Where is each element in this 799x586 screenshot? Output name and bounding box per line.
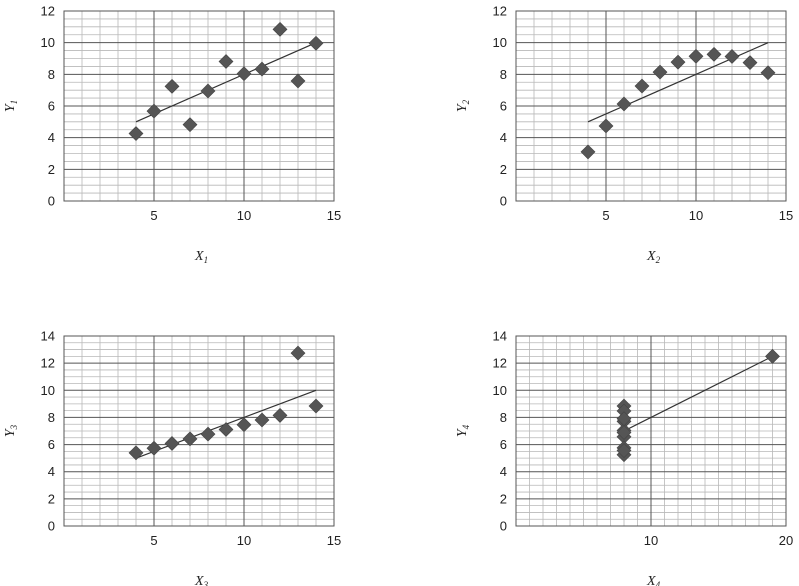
scatter-panel-3: 0 2 4 6 8 10 12 14 5 10 15 X3 Y3: [3, 329, 341, 586]
y-tick-label: 14: [493, 329, 507, 344]
data-point: [634, 78, 650, 94]
x-tick-label: 10: [237, 533, 251, 548]
x-tick-label: 10: [237, 208, 251, 223]
data-point: [218, 422, 234, 437]
y-tick-label: 8: [48, 410, 55, 425]
plot-frame: [63, 335, 335, 527]
y-tick-label: 4: [500, 464, 507, 479]
data-point: [724, 49, 740, 64]
x-tick-label: 20: [779, 533, 793, 548]
data-point: [616, 443, 632, 458]
x-axis-label: X1: [194, 249, 208, 265]
scatter-panel-1: 0 2 4 6 8 10 12 5 10 15 X1 Y1: [3, 4, 341, 266]
x-axis-label: X3: [194, 574, 209, 586]
y-tick-label: 10: [493, 383, 507, 398]
data-point: [146, 103, 162, 119]
y-tick-label: 8: [500, 67, 507, 82]
x-tick-label: 5: [150, 208, 157, 223]
y-tick-label: 2: [500, 162, 507, 177]
x-axis-label: X2: [646, 249, 661, 265]
data-point: [200, 83, 216, 99]
data-point: [290, 73, 306, 89]
y-tick-label: 10: [41, 35, 55, 50]
plot-frame: [515, 10, 787, 202]
data-point: [652, 64, 668, 80]
data-point: [688, 48, 704, 64]
data-point: [598, 118, 614, 134]
y-tick-label: 8: [500, 410, 507, 425]
y-tick-label: 0: [48, 519, 55, 534]
scatter-panel-4: 0 2 4 6 8 10 12 14 10 20 X4 Y4: [455, 329, 793, 586]
y-tick-label: 6: [48, 437, 55, 452]
data-point: [272, 407, 288, 423]
y-tick-label: 12: [41, 4, 55, 19]
data-point: [765, 348, 780, 364]
y-tick-label: 8: [48, 67, 55, 82]
x-axis-label: X4: [646, 574, 661, 586]
y-tick-label: 0: [48, 194, 55, 209]
data-point: [236, 417, 252, 433]
y-tick-label: 10: [41, 383, 55, 398]
data-point: [706, 46, 722, 62]
y-tick-label: 12: [493, 356, 507, 371]
y-tick-label: 6: [500, 437, 507, 452]
y-axis-label: Y1: [3, 100, 19, 112]
x-tick-label: 5: [150, 533, 157, 548]
data-point: [742, 55, 758, 71]
data-point: [164, 78, 180, 94]
data-point: [164, 436, 180, 451]
plot-frame: [63, 10, 335, 202]
y-axis-label: Y3: [3, 424, 19, 437]
data-point: [616, 96, 632, 112]
data-point: [146, 440, 162, 456]
data-point: [200, 426, 216, 442]
y-tick-label: 14: [41, 329, 55, 344]
y-axis-label: Y4: [455, 424, 471, 437]
y-tick-label: 0: [500, 194, 507, 209]
y-tick-label: 10: [493, 35, 507, 50]
x-tick-label: 10: [689, 208, 703, 223]
trend-line: [623, 355, 773, 432]
y-tick-label: 12: [41, 356, 55, 371]
x-tick-label: 15: [327, 533, 341, 548]
y-tick-label: 4: [500, 130, 507, 145]
data-point: [236, 66, 252, 82]
data-point: [580, 144, 596, 160]
y-tick-label: 2: [48, 162, 55, 177]
data-point: [128, 126, 144, 141]
x-tick-label: 10: [644, 533, 658, 548]
data-point: [760, 65, 776, 81]
data-point: [182, 431, 198, 447]
trend-line: [135, 42, 317, 123]
y-tick-label: 4: [48, 464, 55, 479]
data-point: [670, 54, 686, 70]
data-point: [272, 21, 288, 37]
data-point: [308, 35, 324, 51]
y-tick-label: 4: [48, 130, 55, 145]
x-tick-label: 5: [602, 208, 609, 223]
y-axis-label: Y2: [455, 99, 471, 112]
scatter-panel-2: 0 2 4 6 8 10 12 5 10 15 X2 Y2: [455, 4, 793, 266]
data-point: [254, 412, 270, 428]
data-point: [128, 445, 144, 461]
y-tick-label: 2: [500, 491, 507, 506]
x-tick-label: 15: [779, 208, 793, 223]
y-tick-label: 6: [500, 99, 507, 114]
x-tick-label: 15: [327, 208, 341, 223]
data-point: [254, 61, 270, 77]
y-tick-label: 0: [500, 519, 507, 534]
plot-frame: [515, 335, 787, 527]
y-tick-label: 12: [493, 4, 507, 19]
data-point: [616, 425, 632, 440]
y-tick-label: 2: [48, 491, 55, 506]
data-point: [290, 345, 306, 361]
data-point: [308, 398, 324, 414]
data-point: [182, 117, 198, 133]
data-point: [218, 54, 234, 69]
y-tick-label: 6: [48, 99, 55, 114]
